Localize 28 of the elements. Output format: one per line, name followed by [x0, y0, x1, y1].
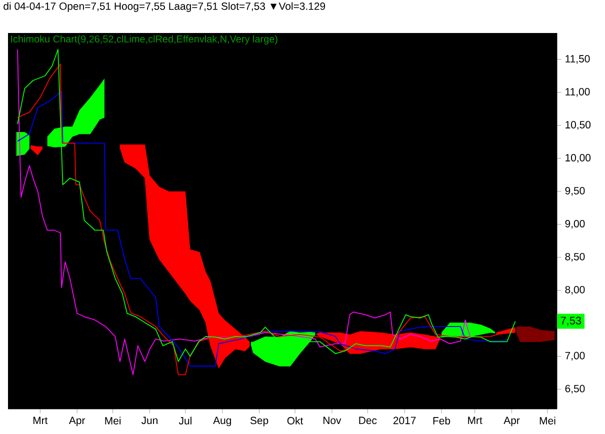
x-tick-label: Apr [504, 416, 520, 426]
x-tick-label: Mei [540, 416, 556, 424]
x-tick-label: Dec [359, 416, 377, 424]
x-tick-label: Mrt [468, 416, 482, 424]
x-tick-label: 2017 [393, 416, 416, 424]
y-tick-label: 10,00 [566, 154, 591, 163]
y-tick-label: 6,50 [565, 384, 585, 394]
x-tick-label: Jun [141, 416, 158, 424]
x-tick-label: Okt [287, 416, 304, 424]
x-tick-label: Jul [178, 416, 192, 424]
y-tick-label: 11,50 [566, 55, 590, 64]
chart-title: Ichimoku Chart(9,26,52,clLime,clRed,Effenvlak,N,Very large) [11, 35, 278, 44]
y-tick-label: 11,00 [566, 88, 590, 97]
y-tick-label: 9,00 [565, 220, 585, 229]
x-tick-label: Aug [213, 416, 231, 426]
x-tick-label: Mrt [33, 416, 48, 424]
x-tick-label: Sep [250, 416, 268, 426]
text: di 04-04-17 Open=7,51 Hoog=7,55 Laag=7,51 Slot=7,53 ▼Vol=3.129 [4, 2, 326, 12]
x-tick-label: Feb [433, 416, 450, 424]
y-tick-label: 8,00 [565, 286, 585, 295]
y-tick-label: 7,00 [565, 352, 585, 361]
x-tick-label: Nov [323, 416, 342, 424]
y-tick-label: 8,50 [565, 252, 585, 262]
y-tick-label: 10,50 [566, 121, 591, 130]
x-tick-label: Mei [105, 416, 121, 424]
y-tick-label: 9,50 [565, 187, 585, 196]
x-tick-label: Apr [68, 416, 86, 426]
annotation: 7,53 [560, 316, 582, 326]
